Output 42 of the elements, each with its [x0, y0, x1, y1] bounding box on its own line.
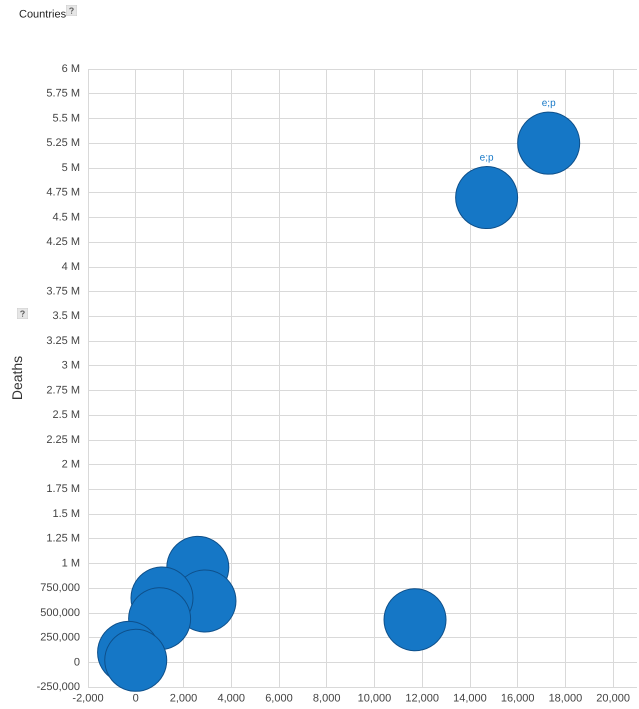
- y-tick-label: 500,000: [40, 606, 80, 619]
- y-tick-label: 1 M: [62, 557, 80, 570]
- y-tick-label: 2 M: [62, 458, 80, 471]
- y-tick-label: 5.75 M: [46, 88, 80, 100]
- y-tick-label: 4.5 M: [52, 211, 80, 224]
- x-tick-label: 20,000: [596, 692, 630, 704]
- y-tick-label: 750,000: [40, 582, 80, 594]
- y-tick-label: 4.25 M: [46, 236, 80, 248]
- y-tick-label: 250,000: [40, 632, 80, 644]
- y-tick-label: 5.25 M: [46, 137, 80, 150]
- y-tick-label: 1.75 M: [46, 483, 80, 496]
- y-tick-label: 3 M: [62, 360, 80, 372]
- y-axis-title: Deaths: [9, 356, 25, 400]
- y-tick-label: 6 M: [62, 63, 80, 75]
- x-tick-label: 10,000: [358, 692, 392, 704]
- y-tick-label: 5 M: [62, 162, 80, 174]
- y-tick-label: 2.5 M: [52, 409, 80, 422]
- x-tick-label: 14,000: [453, 692, 487, 704]
- x-tick-label: 0: [132, 692, 139, 704]
- x-tick-label: 12,000: [405, 692, 439, 704]
- y-tick-label: 2.25 M: [46, 434, 80, 446]
- x-tick-label: 8,000: [312, 692, 340, 704]
- y-tick-label: 4.75 M: [46, 186, 80, 199]
- x-tick-label: 16,000: [500, 692, 534, 704]
- x-tick-label: 6,000: [265, 692, 293, 704]
- x-tick-label: -2,000: [72, 692, 104, 704]
- x-tick-label: 2,000: [170, 692, 198, 704]
- y-tick-label: 3.25 M: [46, 334, 80, 347]
- y-tick-label: 1.25 M: [46, 532, 80, 545]
- y-tick-label: 3.75 M: [46, 285, 80, 298]
- chart-title: Countries: [19, 8, 67, 20]
- y-tick-label: 4 M: [62, 260, 80, 273]
- y-tick-label: 2.75 M: [46, 384, 80, 396]
- y-tick-label: 1.5 M: [52, 508, 80, 520]
- x-tick-label: 18,000: [548, 692, 582, 704]
- data-label: e;p: [542, 98, 556, 110]
- y-tick-label: 5.5 M: [52, 112, 80, 124]
- data-label: e;p: [480, 152, 494, 164]
- x-tick-label: 4,000: [217, 692, 245, 704]
- y-tick-label: -250,000: [36, 681, 80, 693]
- y-tick-label: 0: [74, 656, 80, 668]
- y-tick-label: 3.5 M: [52, 310, 80, 322]
